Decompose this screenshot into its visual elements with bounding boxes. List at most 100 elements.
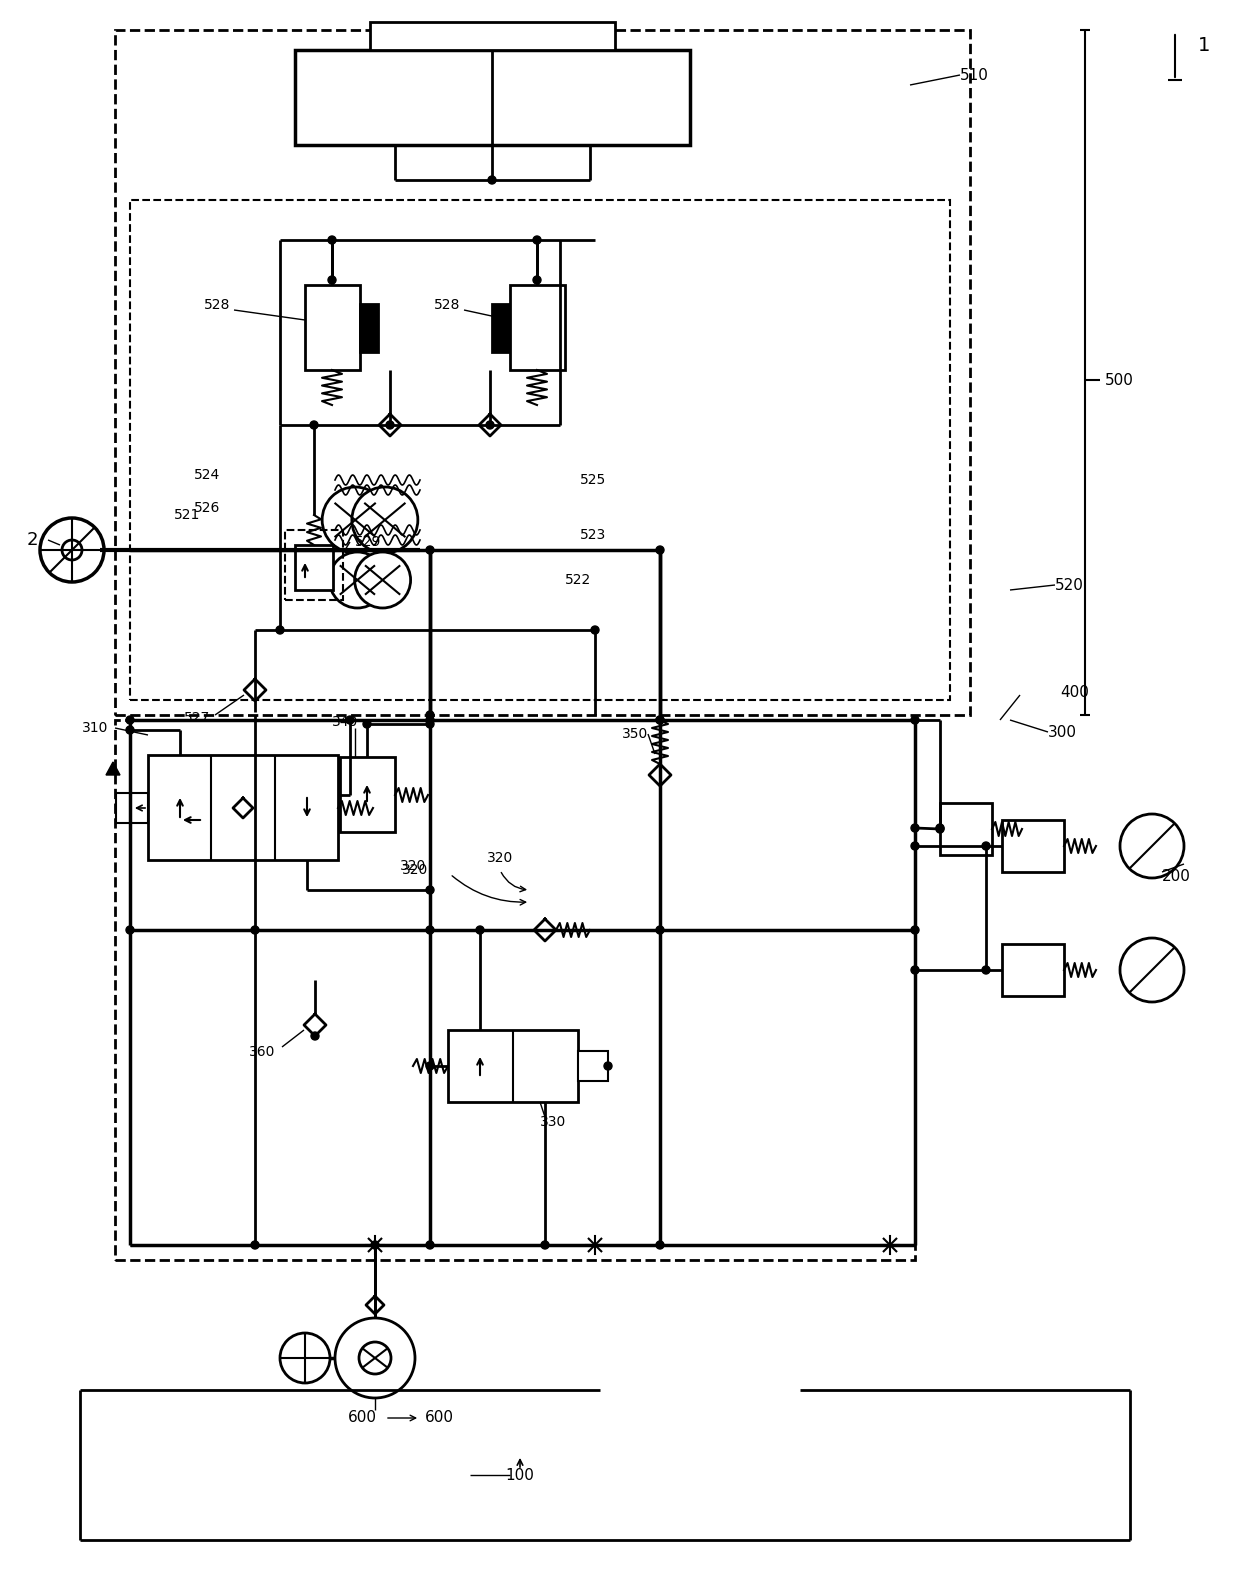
Bar bbox=[578, 1051, 608, 1081]
Bar bbox=[448, 1030, 578, 1102]
Bar bbox=[940, 803, 992, 855]
Text: 200: 200 bbox=[1162, 868, 1190, 884]
Circle shape bbox=[1120, 814, 1184, 878]
Text: 520: 520 bbox=[1055, 577, 1084, 593]
Text: 1: 1 bbox=[1198, 35, 1210, 54]
Text: 527: 527 bbox=[184, 711, 210, 725]
Text: 300: 300 bbox=[1048, 725, 1078, 739]
Text: 600: 600 bbox=[348, 1410, 377, 1426]
Text: 340: 340 bbox=[332, 716, 358, 728]
Circle shape bbox=[476, 925, 484, 933]
Bar bbox=[148, 755, 339, 860]
Circle shape bbox=[656, 545, 663, 553]
Circle shape bbox=[126, 925, 134, 933]
Text: 525: 525 bbox=[580, 472, 606, 487]
Circle shape bbox=[936, 824, 944, 832]
Circle shape bbox=[541, 1242, 549, 1250]
Circle shape bbox=[329, 277, 336, 285]
Circle shape bbox=[330, 552, 386, 607]
Text: 350: 350 bbox=[621, 727, 649, 741]
Text: 320: 320 bbox=[401, 859, 427, 873]
Circle shape bbox=[346, 716, 353, 723]
Circle shape bbox=[277, 626, 284, 634]
Circle shape bbox=[911, 716, 919, 723]
Text: 2: 2 bbox=[26, 531, 38, 549]
Bar bbox=[510, 285, 565, 370]
Circle shape bbox=[982, 843, 990, 851]
Circle shape bbox=[656, 925, 663, 933]
Bar bbox=[1002, 820, 1064, 871]
Circle shape bbox=[656, 716, 663, 723]
Circle shape bbox=[533, 277, 541, 285]
Bar bbox=[370, 22, 615, 49]
Bar bbox=[360, 304, 378, 351]
Text: 320: 320 bbox=[532, 887, 558, 902]
Circle shape bbox=[656, 1242, 663, 1250]
Circle shape bbox=[360, 1342, 391, 1374]
Text: 400: 400 bbox=[1060, 685, 1089, 700]
Circle shape bbox=[126, 716, 134, 723]
Text: 320: 320 bbox=[402, 863, 428, 878]
Circle shape bbox=[604, 1062, 613, 1070]
Circle shape bbox=[911, 925, 919, 933]
Circle shape bbox=[427, 545, 434, 553]
Circle shape bbox=[329, 235, 336, 243]
Text: 360: 360 bbox=[249, 1045, 275, 1059]
Circle shape bbox=[427, 925, 434, 933]
Circle shape bbox=[126, 727, 134, 735]
Circle shape bbox=[335, 1318, 415, 1398]
Circle shape bbox=[911, 843, 919, 851]
Text: 310: 310 bbox=[82, 720, 108, 735]
Circle shape bbox=[911, 967, 919, 975]
Circle shape bbox=[311, 1032, 319, 1040]
Circle shape bbox=[250, 1242, 259, 1250]
Text: 523: 523 bbox=[580, 528, 606, 542]
Circle shape bbox=[427, 716, 434, 723]
Circle shape bbox=[250, 925, 259, 933]
Circle shape bbox=[310, 421, 317, 429]
Circle shape bbox=[322, 487, 388, 553]
Circle shape bbox=[427, 1242, 434, 1250]
Circle shape bbox=[386, 421, 394, 429]
Bar bbox=[117, 793, 148, 824]
Text: 528: 528 bbox=[203, 297, 229, 312]
Bar bbox=[492, 304, 510, 351]
Circle shape bbox=[280, 1332, 330, 1383]
Circle shape bbox=[427, 711, 434, 719]
Text: 600: 600 bbox=[425, 1410, 454, 1426]
Text: 100: 100 bbox=[506, 1468, 534, 1482]
Text: 529: 529 bbox=[355, 534, 382, 549]
Circle shape bbox=[936, 825, 944, 833]
Text: 521: 521 bbox=[174, 507, 200, 522]
Circle shape bbox=[427, 720, 434, 728]
Circle shape bbox=[371, 1242, 379, 1250]
Bar bbox=[115, 720, 915, 1259]
Circle shape bbox=[40, 518, 104, 582]
Circle shape bbox=[62, 541, 82, 560]
Text: 500: 500 bbox=[1105, 372, 1133, 388]
Circle shape bbox=[486, 421, 494, 429]
Circle shape bbox=[352, 487, 418, 553]
Bar bbox=[295, 49, 689, 145]
Text: 510: 510 bbox=[960, 67, 988, 83]
Text: 522: 522 bbox=[565, 572, 591, 587]
Bar bbox=[130, 200, 950, 700]
Bar bbox=[285, 529, 343, 599]
Bar bbox=[305, 285, 360, 370]
Circle shape bbox=[656, 716, 663, 723]
Bar bbox=[295, 545, 334, 590]
Circle shape bbox=[982, 967, 990, 975]
Circle shape bbox=[363, 720, 371, 728]
Text: 320: 320 bbox=[487, 851, 513, 865]
Circle shape bbox=[427, 886, 434, 894]
Circle shape bbox=[355, 552, 410, 607]
Circle shape bbox=[533, 235, 541, 243]
Text: 528: 528 bbox=[434, 297, 460, 312]
Bar bbox=[115, 30, 970, 716]
Bar bbox=[340, 757, 396, 832]
Circle shape bbox=[911, 824, 919, 832]
Text: 330: 330 bbox=[539, 1115, 567, 1129]
Bar bbox=[1002, 944, 1064, 995]
Circle shape bbox=[1120, 938, 1184, 1002]
Circle shape bbox=[489, 176, 496, 184]
